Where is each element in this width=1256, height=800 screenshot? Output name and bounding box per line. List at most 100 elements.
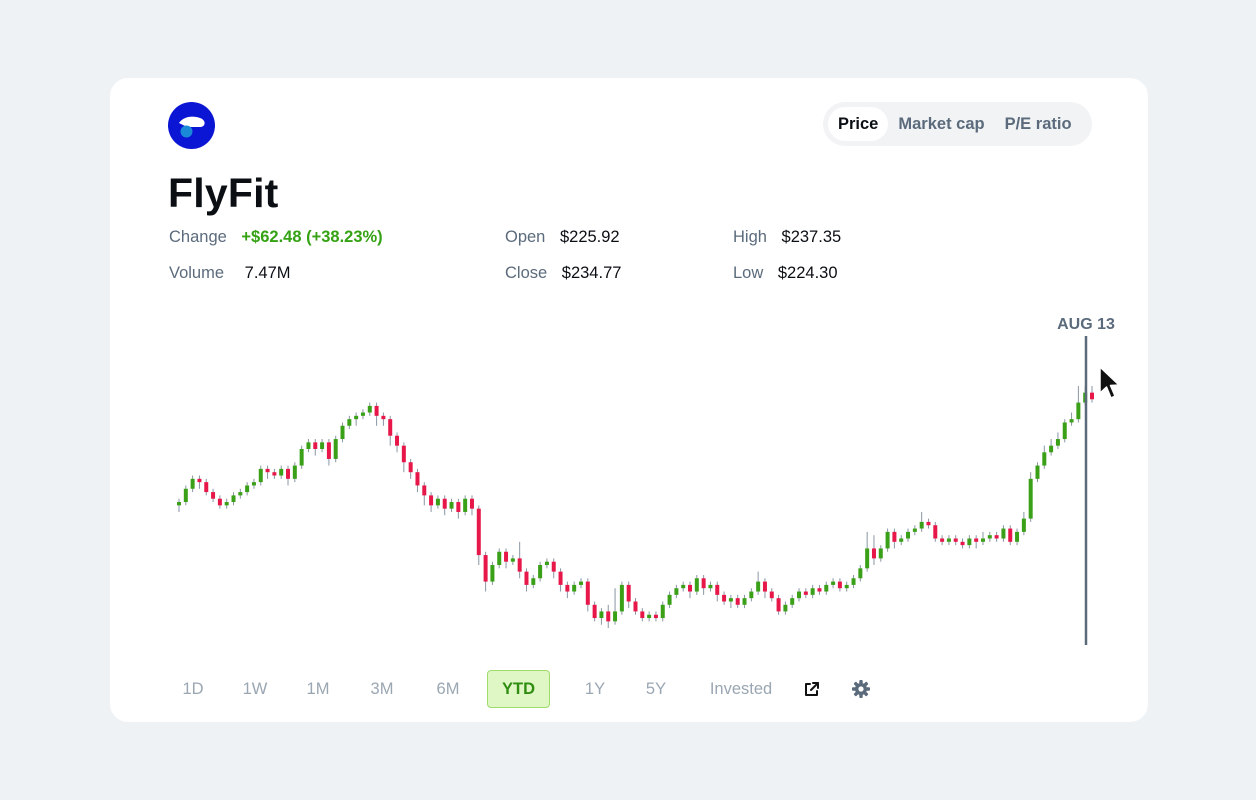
candle-body xyxy=(245,485,250,493)
candle-body xyxy=(912,528,917,532)
candle-body xyxy=(1062,422,1067,440)
stat-high-value: $237.35 xyxy=(781,228,842,246)
candle-body xyxy=(885,531,890,549)
candle-body xyxy=(647,614,652,619)
tab-pe-ratio[interactable]: P/E ratio xyxy=(1004,115,1072,133)
share-icon[interactable] xyxy=(802,679,822,699)
range-ytd[interactable]: YTD xyxy=(487,670,550,708)
candle-body xyxy=(374,405,379,416)
hover-date-label: AUG 13 xyxy=(1057,316,1115,333)
candle-body xyxy=(987,535,992,539)
candle-body xyxy=(756,581,761,592)
tab-price[interactable]: Price xyxy=(828,107,889,141)
candle-body xyxy=(469,498,474,509)
candles-group xyxy=(177,386,1094,628)
candle-body xyxy=(251,482,256,486)
candle-body xyxy=(762,581,767,592)
candle-body xyxy=(1021,518,1026,532)
range-1d[interactable]: 1D xyxy=(182,680,204,698)
stat-low-label: Low xyxy=(733,264,764,282)
candle-body xyxy=(1042,452,1047,466)
candle-body xyxy=(892,531,897,542)
candle-body xyxy=(626,584,631,602)
candle-body xyxy=(231,495,236,503)
candle-body xyxy=(851,578,856,585)
candle-body xyxy=(544,561,549,566)
price-chart[interactable]: AUG 13 xyxy=(110,308,1148,658)
candle-body xyxy=(497,551,502,566)
candle-body xyxy=(211,492,216,499)
range-1y[interactable]: 1Y xyxy=(584,680,606,698)
range-3m[interactable]: 3M xyxy=(370,680,394,698)
candle-body xyxy=(292,465,297,479)
candle-body xyxy=(183,488,188,503)
range-1w[interactable]: 1W xyxy=(242,680,268,698)
candle-body xyxy=(367,405,372,413)
candle-body xyxy=(708,584,713,589)
candle-body xyxy=(435,498,440,506)
candle-body xyxy=(790,598,795,605)
candle-body xyxy=(681,584,686,589)
range-6m[interactable]: 6M xyxy=(436,680,460,698)
stat-high: High $237.35 xyxy=(733,228,841,247)
candle-body xyxy=(722,594,727,602)
cursor-icon xyxy=(1099,366,1120,399)
flyfit-logo xyxy=(168,102,215,149)
candle-body xyxy=(490,565,495,582)
stat-close: Close $234.77 xyxy=(505,264,621,283)
candle-body xyxy=(974,538,979,542)
stat-change: Change +$62.48 (+38.23%) xyxy=(169,228,383,247)
candle-body xyxy=(715,584,720,595)
candle-body xyxy=(476,508,481,556)
candle-body xyxy=(865,548,870,569)
candle-body xyxy=(619,584,624,612)
candle-body xyxy=(265,468,270,473)
candle-body xyxy=(899,538,904,542)
candle-body xyxy=(258,468,263,483)
candle-body xyxy=(517,558,522,572)
candle-body xyxy=(1028,478,1033,519)
candle-body xyxy=(313,442,318,449)
stat-volume-value: 7.47M xyxy=(244,264,291,282)
candle-body xyxy=(769,591,774,599)
candle-body xyxy=(694,578,699,592)
stat-open-label: Open xyxy=(505,228,546,246)
candle-body xyxy=(449,502,454,509)
gear-icon[interactable] xyxy=(851,679,871,699)
candle-body xyxy=(1008,528,1013,542)
candle-body xyxy=(933,525,938,539)
candle-body xyxy=(953,538,958,542)
candle-body xyxy=(919,521,924,529)
candle-body xyxy=(817,588,822,592)
range-1m[interactable]: 1M xyxy=(306,680,330,698)
candle-body xyxy=(299,448,304,466)
candle-body xyxy=(735,598,740,605)
candle-body xyxy=(749,591,754,599)
candle-body xyxy=(878,548,883,559)
candle-body xyxy=(1055,439,1060,446)
candle-body xyxy=(177,502,181,506)
candle-body xyxy=(360,412,365,416)
candle-body xyxy=(401,445,406,463)
candle-body xyxy=(980,538,985,542)
metric-tabs: Price Market cap P/E ratio xyxy=(823,102,1092,146)
candle-body xyxy=(797,591,802,599)
candle-body xyxy=(606,611,611,622)
candle-body xyxy=(395,435,400,446)
candle-body xyxy=(551,561,556,572)
stock-card: Price Market cap P/E ratio FlyFit Change… xyxy=(110,78,1148,722)
candle-body xyxy=(415,472,420,486)
candle-body xyxy=(340,425,345,440)
range-5y[interactable]: 5Y xyxy=(645,680,667,698)
candle-body xyxy=(810,588,815,595)
stat-change-value: +$62.48 (+38.23%) xyxy=(241,228,383,246)
range-invested[interactable]: Invested xyxy=(709,680,773,698)
candle-body xyxy=(422,485,427,496)
candle-body xyxy=(531,578,536,585)
tab-market-cap[interactable]: Market cap xyxy=(898,115,985,133)
candle-body xyxy=(640,611,645,619)
candle-body xyxy=(660,604,665,619)
candle-body xyxy=(524,571,529,585)
candle-body xyxy=(463,498,468,512)
candle-body xyxy=(688,584,693,592)
